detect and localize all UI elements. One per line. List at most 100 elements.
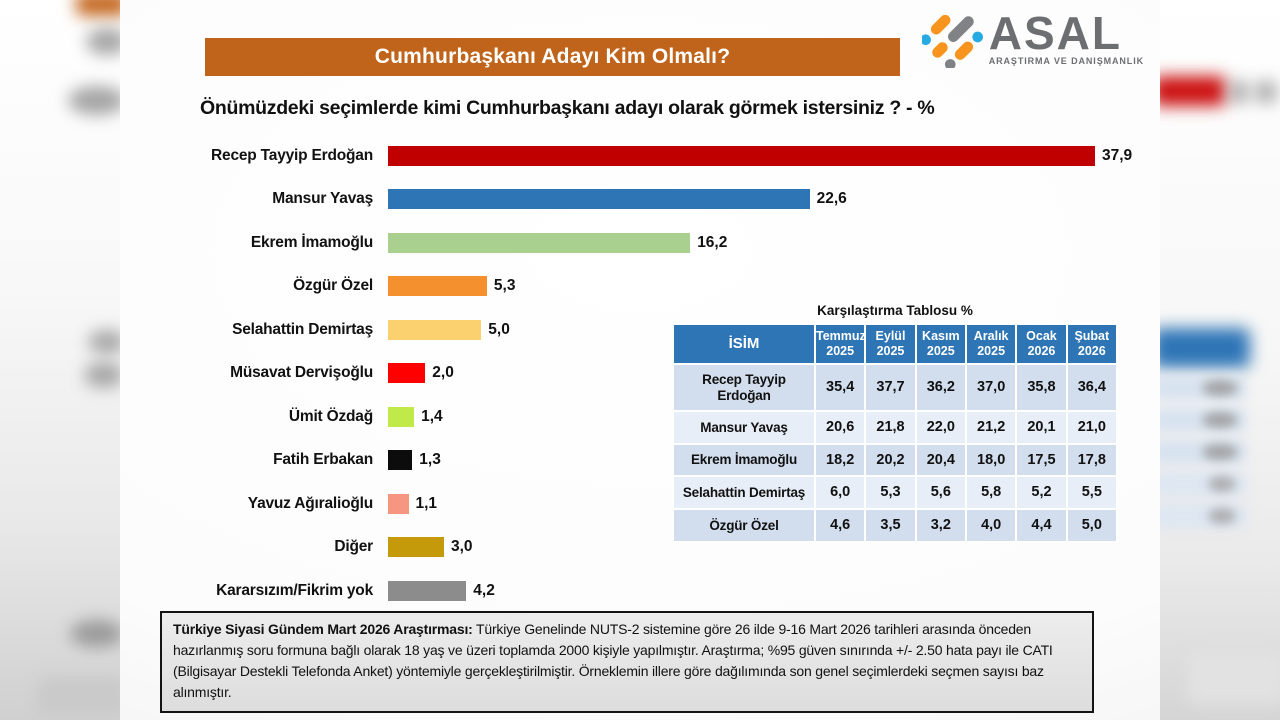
bar-value: 5,0 <box>488 320 510 338</box>
asal-logo-icon <box>920 6 984 73</box>
bar-row: Selahattin Demirtaş 5,0 <box>160 308 1150 352</box>
bar-label: Selahattin Demirtaş <box>232 320 373 338</box>
slide: Cumhurbaşkanı Adayı Kim Olmalı? <box>120 0 1160 720</box>
methodology-note-lead: Türkiye Siyasi Gündem Mart 2026 Araştırm… <box>173 621 473 637</box>
bar-value: 2,0 <box>432 364 454 382</box>
bar-track: 22,6 <box>388 189 1150 210</box>
row-value: 5,0 <box>1065 508 1119 543</box>
row-value: 21,2 <box>964 410 1018 445</box>
table-header-row: İSİM Temmuz 2025 Eylül 2025 Kasım 2025 Aralık 20… <box>672 323 1119 365</box>
bar-track: 1,3 <box>388 450 1150 471</box>
row-value: 35,8 <box>1015 362 1068 413</box>
row-name: Ekrem İmamoğlu <box>672 442 816 478</box>
blur-artifact <box>88 330 120 354</box>
bar-row: Özgür Özel 5,3 <box>160 265 1150 309</box>
blur-artifact <box>1208 476 1236 492</box>
row-value: 3,2 <box>914 508 967 543</box>
blur-artifact <box>1208 508 1236 524</box>
methodology-note-text: Türkiye Genelinde NUTS-2 sistemine göre … <box>173 621 1053 700</box>
comparison-table-grid: İSİM Temmuz 2025 Eylül 2025 Kasım 2025 Aralık 20… <box>672 323 1119 543</box>
bar-value: 1,4 <box>421 407 443 425</box>
row-value: 5,8 <box>964 475 1018 511</box>
chart-question: Önümüzdeki seçimlerde kimi Cumhurbaşkanı… <box>200 97 935 119</box>
row-value: 5,6 <box>914 475 967 511</box>
row-value: 17,5 <box>1015 442 1068 478</box>
bar-0 <box>388 145 1095 166</box>
row-value: 35,4 <box>813 362 867 413</box>
row-value: 37,7 <box>864 362 917 413</box>
row-value: 22,0 <box>914 410 967 445</box>
bar-5 <box>388 363 426 384</box>
bar-label: Recep Tayyip Erdoğan <box>211 146 373 164</box>
blur-artifact <box>1188 652 1280 704</box>
row-value: 5,3 <box>864 475 917 511</box>
row-name: Mansur Yavaş <box>672 410 816 445</box>
row-value: 18,0 <box>964 442 1018 478</box>
bar-value: 5,3 <box>493 277 516 295</box>
bar-row: Fatih Erbakan 1,3 <box>160 439 1150 483</box>
bar-row: Recep Tayyip Erdoğan 37,9 <box>160 134 1150 178</box>
blur-artifact <box>1160 328 1250 368</box>
bar-value: 1,1 <box>415 494 438 512</box>
column-header: Aralık 2025 <box>964 323 1018 365</box>
bar-2 <box>388 232 691 253</box>
bar-value: 16,2 <box>697 233 728 251</box>
row-value: 5,2 <box>1015 475 1068 511</box>
bar-10 <box>388 580 467 601</box>
bar-value: 4,2 <box>473 581 495 599</box>
row-value: 20,2 <box>864 442 917 478</box>
row-value: 37,0 <box>964 362 1018 413</box>
row-value: 4,0 <box>964 508 1018 543</box>
blur-artifact <box>76 0 120 16</box>
bar-label: Müsavat Dervişoğlu <box>230 364 373 382</box>
left-blur-strip <box>0 0 120 720</box>
blur-artifact <box>1254 80 1278 104</box>
row-value: 18,2 <box>813 442 867 478</box>
row-value: 21,0 <box>1065 410 1119 445</box>
bar-3 <box>388 276 487 297</box>
blur-artifact <box>1202 380 1238 396</box>
table-row: Ekrem İmamoğlu 18,2 20,2 20,4 18,0 17,5 17,8 <box>672 442 1119 478</box>
logo-wordmark: ASAL <box>988 7 1122 59</box>
row-value: 17,8 <box>1065 442 1119 478</box>
page-title: Cumhurbaşkanı Adayı Kim Olmalı? <box>374 45 731 68</box>
blur-artifact <box>1202 412 1238 428</box>
bar-row: Kararsızım/Fikrim yok 4,2 <box>160 569 1150 613</box>
bar-label: Kararsızım/Fikrim yok <box>216 581 373 599</box>
table-row: Özgür Özel 4,6 3,5 3,2 4,0 4,4 5,0 <box>672 508 1119 543</box>
bar-7 <box>388 450 413 471</box>
bar-track: 16,2 <box>388 232 1150 253</box>
bar-track: 3,0 <box>388 537 1150 558</box>
logo-tagline: ARAŞTIRMA VE DANIŞMANLIK <box>988 56 1144 67</box>
row-value: 3,5 <box>864 508 917 543</box>
bar-track: 37,9 <box>388 145 1150 166</box>
bar-track: 5,3 <box>388 276 1150 297</box>
bar-row: Diğer 3,0 <box>160 526 1150 570</box>
bar-9 <box>388 537 444 558</box>
bar-label: Ekrem İmamoğlu <box>250 233 373 251</box>
bar-track: 4,2 <box>388 580 1150 601</box>
row-value: 5,5 <box>1065 475 1119 511</box>
blur-artifact <box>1202 444 1238 460</box>
bar-row: Yavuz Ağıralioğlu 1,1 <box>160 482 1150 526</box>
methodology-note: Türkiye Siyasi Gündem Mart 2026 Araştırm… <box>160 611 1094 713</box>
row-value: 4,4 <box>1015 508 1068 543</box>
row-value: 4,6 <box>813 508 867 543</box>
row-value: 20,4 <box>914 442 967 478</box>
blur-artifact <box>1160 76 1226 106</box>
column-header: Şubat 2026 <box>1065 323 1119 365</box>
blur-artifact <box>86 28 120 55</box>
table-row: Mansur Yavaş 20,6 21,8 22,0 21,2 20,1 21,0 <box>672 410 1119 445</box>
bar-track: 2,0 <box>388 363 1150 384</box>
bar-6 <box>388 406 415 427</box>
bar-row: Ekrem İmamoğlu 16,2 <box>160 221 1150 265</box>
bar-1 <box>388 189 810 210</box>
bar-label: Ümit Özdağ <box>288 407 373 425</box>
blur-artifact <box>70 620 120 647</box>
row-name: Recep Tayyip Erdoğan <box>672 362 816 413</box>
bar-label: Özgür Özel <box>293 277 373 295</box>
bar-chart: Recep Tayyip Erdoğan 37,9 Mansur Yavaş 22,6… <box>160 134 1150 613</box>
row-value: 21,8 <box>864 410 917 445</box>
comparison-table: Karşılaştırma Tablosu % İSİM Temmuz 2025 Ey… <box>672 303 1119 543</box>
column-header: Eylül 2025 <box>864 323 917 365</box>
